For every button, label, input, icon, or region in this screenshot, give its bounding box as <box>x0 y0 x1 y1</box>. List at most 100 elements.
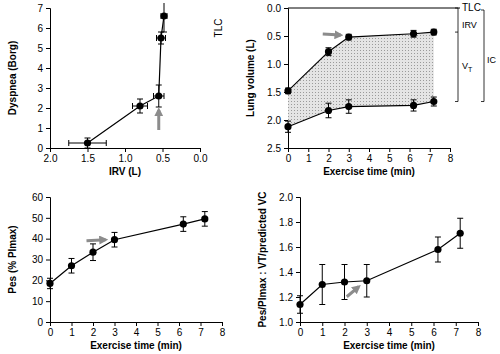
tick-mark <box>46 197 50 198</box>
point <box>410 102 417 109</box>
point <box>319 281 326 288</box>
tick-label: 0.0 <box>194 153 208 164</box>
tick: 4 <box>367 148 373 164</box>
error-bar <box>342 265 348 300</box>
tick-label: 0.5 <box>156 153 170 164</box>
tick-label: 1.0 <box>267 59 281 70</box>
tick-label: 0 <box>37 317 43 328</box>
tick-mark <box>72 322 73 326</box>
tick-mark <box>296 322 300 323</box>
tick-label: 2 <box>326 153 332 164</box>
tick-mark <box>93 322 94 326</box>
tick-mark <box>345 322 346 326</box>
x-axis-title: Exercise time (min) <box>343 340 435 351</box>
error-bar <box>90 244 96 261</box>
tick-label: 3 <box>346 153 352 164</box>
tick-label: 5 <box>37 43 43 54</box>
tick-label: 7 <box>453 327 459 338</box>
tick: 2 <box>91 322 97 338</box>
x-axis-title: IRV (L) <box>109 166 141 177</box>
tick: 7 <box>427 148 433 164</box>
x-axis: 012345678 <box>48 322 226 338</box>
error-bar <box>457 218 463 248</box>
tick-label: 1 <box>320 327 326 338</box>
tick-label: 2 <box>37 103 43 114</box>
tick-mark <box>46 88 50 89</box>
area-fill <box>288 32 434 127</box>
tick-label: 0 <box>298 327 304 338</box>
tick: 5 <box>37 43 50 54</box>
chart-container: 2.0 1.5 1.0 0.5 0.0 0 1 2 3 4 5 6 7 IRV (L) Dyspnea (B… <box>0 0 500 354</box>
tick: 2 <box>326 148 332 164</box>
plot-area <box>46 212 208 289</box>
error-bar <box>180 217 186 232</box>
tick: 4 <box>134 322 140 338</box>
axis-line <box>289 149 451 153</box>
point <box>434 246 441 253</box>
arrow <box>347 287 359 297</box>
tick: 1.0 <box>279 317 300 328</box>
tick-mark <box>115 322 116 326</box>
tick-mark <box>158 322 159 326</box>
y-axis-title: Dyspnea (Borg) <box>7 41 18 115</box>
annotation: TLC <box>213 19 224 38</box>
tick-label: 4 <box>37 63 43 74</box>
tick-mark <box>46 301 50 302</box>
tick-label: 0 <box>286 153 292 164</box>
tick: 60 <box>32 192 50 203</box>
tick-mark <box>296 222 300 223</box>
tick-mark <box>322 322 323 326</box>
error-bar <box>202 212 208 227</box>
tick-label: 1.5 <box>81 153 95 164</box>
tick: 5 <box>387 148 393 164</box>
tick-label: 3 <box>364 327 370 338</box>
x-axis: 2.01.51.00.50.0 <box>44 148 208 164</box>
tick-mark <box>46 108 50 109</box>
series-line <box>288 102 434 127</box>
annotation: IRV <box>462 20 477 30</box>
tick-label: 1.0 <box>119 153 133 164</box>
tick-mark <box>296 247 300 248</box>
tick-mark <box>389 322 390 326</box>
panel: 0123456780102030405060Exercise time (min… <box>7 192 226 351</box>
tick-mark <box>46 239 50 240</box>
tick-mark <box>450 148 451 152</box>
tick-label: 60 <box>32 192 44 203</box>
tick: 3 <box>364 322 370 338</box>
axis-line <box>301 323 479 327</box>
tick-mark <box>284 8 288 9</box>
tick-mark <box>456 322 457 326</box>
tick: 4 <box>387 322 393 338</box>
tick-label: 7 <box>427 153 433 164</box>
tick-mark <box>46 28 50 29</box>
tick-label: 2.0 <box>267 115 281 126</box>
tick-label: 40 <box>32 233 44 244</box>
x-axis-title: Exercise time (min) <box>323 166 415 177</box>
tick-label: 4 <box>367 153 373 164</box>
tick: 1.5 <box>81 148 95 164</box>
plot-area <box>69 3 168 148</box>
tick-label: 4 <box>134 327 140 338</box>
tick-label: 3 <box>37 83 43 94</box>
point <box>89 249 96 256</box>
tick-mark <box>369 148 370 152</box>
tick: 8 <box>476 322 482 338</box>
tick-mark <box>163 148 164 152</box>
annotation: TLC <box>462 2 481 13</box>
tick: 1.4 <box>279 267 300 278</box>
tick: 8 <box>448 148 454 164</box>
x-error-bar <box>161 13 167 19</box>
tick: 1.8 <box>279 217 300 228</box>
tick: 7 <box>198 322 204 338</box>
point <box>84 139 91 146</box>
annotation: IC <box>487 55 497 65</box>
tick: 0 <box>48 322 54 338</box>
point <box>341 278 348 285</box>
tick-label: 6 <box>431 327 437 338</box>
tick-mark <box>284 64 288 65</box>
error-bar <box>326 48 332 56</box>
y-axis: 0102030405060 <box>32 192 51 328</box>
tick-label: 1.0 <box>279 317 293 328</box>
tick-mark <box>478 322 479 326</box>
arrow <box>323 34 341 35</box>
